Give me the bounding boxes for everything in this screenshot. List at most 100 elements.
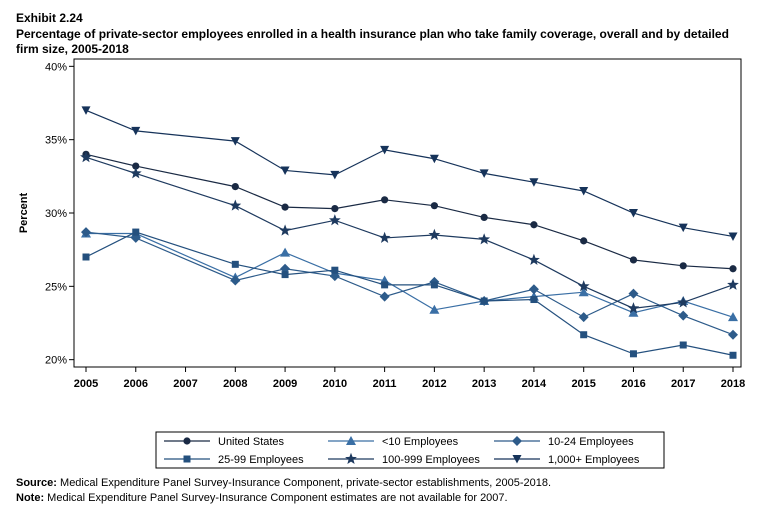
x-tick-label: 2014 — [522, 378, 547, 390]
data-point — [528, 253, 540, 265]
series-0 — [82, 150, 737, 273]
data-point — [80, 151, 92, 163]
x-tick-label: 2017 — [671, 378, 695, 390]
legend-item: 1,000+ Employees — [494, 454, 640, 466]
x-tick-label: 2006 — [124, 378, 148, 390]
data-point — [480, 297, 488, 305]
data-point — [679, 262, 687, 270]
data-point — [430, 281, 438, 289]
x-tick-label: 2016 — [621, 378, 645, 390]
data-point — [231, 260, 239, 268]
data-point — [578, 312, 589, 323]
data-point — [728, 312, 738, 322]
note-text: Medical Expenditure Panel Survey-Insuran… — [44, 492, 508, 504]
data-point — [629, 256, 638, 264]
line-chart: 20% 25% 30% 35% 40% Percent 2005 2006 2007 2008 20… — [18, 58, 745, 469]
source-note: Source: Medical Expenditure Panel Survey… — [16, 476, 551, 491]
series-4 — [80, 151, 739, 314]
data-point — [429, 154, 439, 164]
data-point — [379, 291, 390, 302]
data-point — [279, 224, 291, 236]
y-tick-label: 30% — [45, 208, 67, 220]
legend-label: 25-99 Employees — [218, 454, 304, 466]
x-tick-label: 2013 — [472, 378, 496, 390]
plot-frame — [73, 58, 742, 368]
data-point — [577, 280, 590, 292]
source-label: Source: — [16, 477, 57, 489]
series-line — [85, 109, 734, 238]
note-label: Note: — [16, 492, 45, 504]
series-line — [85, 156, 734, 309]
series-line — [86, 232, 734, 318]
x-tick-label: 2009 — [273, 378, 297, 390]
x-tick-label: 2018 — [721, 378, 745, 390]
legend-item: 25-99 Employees — [164, 454, 304, 466]
data-point — [132, 162, 140, 170]
data-point — [628, 209, 638, 218]
x-tick-label: 2008 — [223, 378, 247, 390]
data-point — [678, 223, 688, 233]
series-2 — [81, 227, 738, 340]
legend-label: 10-24 Employees — [548, 436, 634, 448]
y-tick-label: 25% — [45, 281, 67, 293]
data-point — [281, 271, 289, 279]
availability-note: Note: Medical Expenditure Panel Survey-I… — [16, 491, 551, 506]
data-point — [530, 296, 538, 304]
data-point — [280, 166, 290, 175]
data-point — [677, 296, 690, 308]
data-point — [528, 284, 539, 295]
data-point — [629, 350, 637, 358]
data-point — [530, 221, 538, 229]
data-point — [727, 278, 739, 290]
y-tick-label: 20% — [45, 355, 67, 367]
x-tick-label: 2012 — [422, 378, 446, 390]
data-point — [231, 183, 239, 191]
x-tick-label: 2007 — [173, 378, 197, 390]
legend-marker — [345, 452, 357, 465]
data-point — [381, 281, 389, 289]
legend-marker — [512, 436, 522, 446]
exhibit-label: Exhibit 2.24 — [16, 11, 83, 25]
y-tick-label: 40% — [45, 61, 67, 73]
legend-item: <10 Employees — [328, 436, 459, 448]
data-point — [430, 202, 438, 210]
data-point — [230, 275, 241, 286]
data-point — [580, 331, 588, 339]
data-point — [81, 106, 91, 115]
x-tick-label: 2011 — [373, 378, 397, 390]
legend-label: 100-999 Employees — [382, 454, 480, 466]
x-tick-label: 2010 — [323, 378, 347, 390]
legend-frame — [155, 431, 665, 469]
data-point — [429, 304, 440, 314]
legend-label: 1,000+ Employees — [548, 454, 640, 466]
data-point — [381, 196, 389, 204]
x-tick-label: 2015 — [571, 378, 595, 390]
legend-label: <10 Employees — [382, 436, 459, 448]
legend-marker — [183, 437, 191, 445]
data-point — [380, 145, 390, 155]
data-point — [281, 203, 289, 211]
data-point — [331, 266, 339, 274]
data-point — [229, 199, 242, 211]
data-point — [378, 231, 391, 243]
data-point — [728, 329, 738, 340]
legend-item: 100-999 Employees — [328, 452, 480, 466]
legend-item: United States — [164, 436, 285, 448]
data-point — [280, 247, 291, 257]
data-point — [578, 287, 589, 297]
data-point — [479, 169, 489, 178]
data-point — [678, 310, 689, 321]
data-point — [729, 265, 737, 273]
data-point — [428, 228, 441, 241]
chart-title: Percentage of private-sector employees e… — [16, 27, 729, 56]
data-point — [628, 307, 639, 317]
data-point — [529, 178, 539, 187]
data-point — [328, 214, 341, 226]
legend-item: 10-24 Employees — [494, 436, 634, 448]
series-3 — [82, 228, 737, 359]
series-5 — [81, 106, 738, 241]
data-point — [580, 237, 588, 245]
x-tick-label: 2005 — [74, 378, 98, 390]
data-point — [82, 253, 90, 261]
source-text: Medical Expenditure Panel Survey-Insuran… — [56, 477, 552, 489]
